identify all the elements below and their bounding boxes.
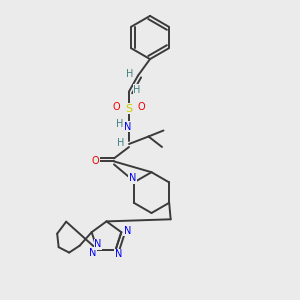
Text: N: N	[129, 173, 136, 183]
Text: N: N	[124, 226, 131, 236]
Text: H: H	[117, 137, 124, 148]
Text: H: H	[116, 118, 124, 129]
Text: O: O	[92, 156, 99, 167]
Text: O: O	[138, 101, 146, 112]
Text: N: N	[89, 248, 96, 258]
Text: S: S	[125, 104, 133, 114]
Text: N: N	[94, 239, 102, 249]
Text: N: N	[115, 249, 122, 260]
Text: N: N	[124, 122, 131, 132]
Text: H: H	[133, 85, 140, 95]
Text: O: O	[112, 101, 120, 112]
Text: H: H	[126, 69, 133, 79]
